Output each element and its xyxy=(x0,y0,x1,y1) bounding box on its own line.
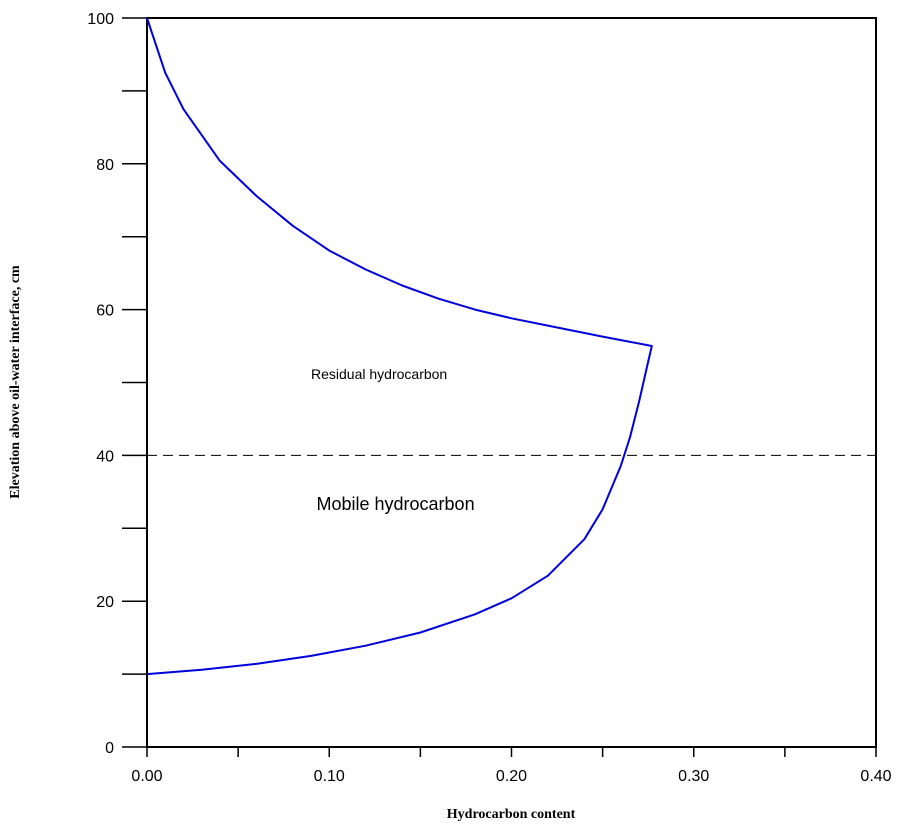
x-tick-label: 0.20 xyxy=(496,768,527,785)
hydrocarbon-profile-line xyxy=(146,17,653,676)
y-tick-label: 100 xyxy=(87,11,114,28)
annotation-label: Residual hydrocarbon xyxy=(311,366,447,382)
y-tick-label: 20 xyxy=(96,594,114,611)
x-tick-label: 0.30 xyxy=(678,768,709,785)
y-tick-label: 40 xyxy=(96,448,114,465)
plot-frame xyxy=(146,17,877,748)
plot-area xyxy=(146,17,877,748)
y-tick-label: 0 xyxy=(105,740,114,757)
annotations: Residual hydrocarbon Mobile hydrocarbon xyxy=(311,366,475,514)
series-group xyxy=(146,17,876,676)
x-tick-label: 0.10 xyxy=(314,768,345,785)
x-tick-label: 0.00 xyxy=(131,768,162,785)
y-tick-label: 60 xyxy=(96,303,114,320)
annotation-label: Mobile hydrocarbon xyxy=(316,494,474,514)
x-axis-title: Hydrocarbon content xyxy=(447,807,576,822)
x-axis: 0.00 0.10 0.20 0.30 0.40 xyxy=(131,747,892,785)
y-axis: 0 20 40 60 80 100 xyxy=(87,11,147,757)
y-tick-label: 80 xyxy=(96,157,114,174)
y-axis-title: Elevation above oil-water interface, cm xyxy=(8,265,23,499)
x-tick-label: 0.40 xyxy=(860,768,891,785)
